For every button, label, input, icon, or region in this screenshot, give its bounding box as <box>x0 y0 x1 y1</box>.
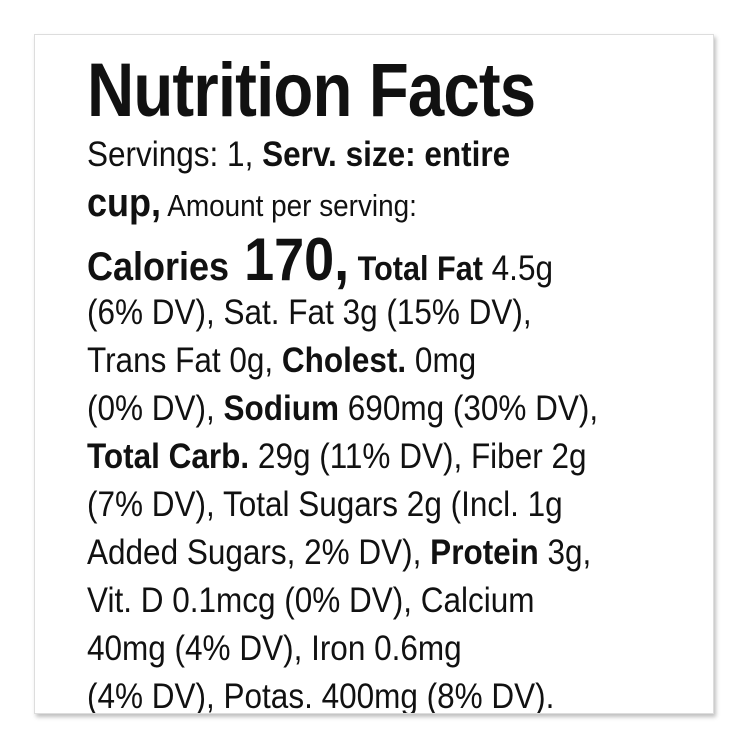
label-text: (0% DV), <box>87 389 224 428</box>
label-line: Added Sugars, 2% DV), Protein 3g, <box>87 529 663 577</box>
label-body: Servings: 1, Serv. size: entire cup, Amou… <box>87 131 663 714</box>
label-text: 3g, <box>538 533 592 572</box>
label-text: Serv. size: entire <box>262 135 511 174</box>
label-text: Protein <box>430 533 539 572</box>
label-text: 4.5g <box>482 249 553 288</box>
label-line: Total Carb. 29g (11% DV), Fiber 2g <box>87 433 663 481</box>
label-line: (0% DV), Sodium 690mg (30% DV), <box>87 385 663 433</box>
label-text: 0mg <box>406 341 477 380</box>
nutrition-label: Nutrition Facts Servings: 1, Serv. size:… <box>34 34 714 714</box>
label-text: (4% DV), Potas. 400mg (8% DV). <box>87 677 555 714</box>
label-text: Total Fat <box>349 250 483 288</box>
label-text: Total Carb. <box>87 437 250 476</box>
label-text: 29g (11% DV), Fiber 2g <box>249 437 587 476</box>
label-text: 170, <box>229 226 350 293</box>
label-text: Sodium <box>223 389 340 428</box>
label-line: cup, Amount per serving: <box>87 179 663 227</box>
label-text: Vit. D 0.1mcg (0% DV), Calcium <box>87 581 535 620</box>
label-text: cup, <box>87 181 162 225</box>
label-text: Calories <box>87 245 230 289</box>
label-text: 40mg (4% DV), Iron 0.6mg <box>87 629 462 668</box>
label-text: Servings: 1, <box>87 135 263 174</box>
label-line: Calories 170, Total Fat 4.5g <box>87 227 663 293</box>
label-line: 40mg (4% DV), Iron 0.6mg <box>87 625 663 673</box>
label-text: Added Sugars, 2% DV), <box>87 533 431 572</box>
label-text: (7% DV), Total Sugars 2g (Incl. 1g <box>87 485 563 524</box>
label-text: Trans Fat 0g, <box>87 341 282 380</box>
label-line: (6% DV), Sat. Fat 3g (15% DV), <box>87 289 663 337</box>
label-text: 690mg (30% DV), <box>339 389 599 428</box>
label-text: Amount per serving: <box>161 188 417 223</box>
label-line: Vit. D 0.1mcg (0% DV), Calcium <box>87 577 663 625</box>
label-text: Cholest. <box>281 341 407 380</box>
label-line: (4% DV), Potas. 400mg (8% DV). <box>87 673 663 714</box>
label-text: (6% DV), Sat. Fat 3g (15% DV), <box>87 293 532 332</box>
label-line: Trans Fat 0g, Cholest. 0mg <box>87 337 663 385</box>
label-line: (7% DV), Total Sugars 2g (Incl. 1g <box>87 481 663 529</box>
label-title: Nutrition Facts <box>87 48 536 133</box>
label-line: Servings: 1, Serv. size: entire <box>87 131 663 179</box>
